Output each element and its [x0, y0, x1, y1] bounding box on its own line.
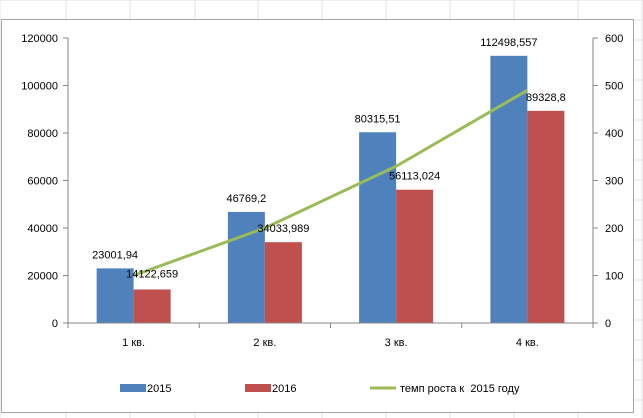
data-label: 56113,024: [389, 171, 440, 183]
axes: 0 20000 40000 60000 80000 100000 120000 0 100 200…: [21, 33, 623, 349]
y2-tick-label: 400: [605, 128, 623, 140]
x-tick-label: 4 кв.: [516, 337, 539, 349]
y2-tick-label: 200: [605, 223, 623, 235]
legend-swatch: [120, 384, 146, 392]
y-tick-label: 0: [52, 318, 58, 330]
y-tick-label: 60000: [27, 176, 58, 188]
y2-tick-label: 600: [605, 33, 623, 45]
x-tick-label: 3 кв.: [385, 337, 408, 349]
y-tick-label: 40000: [27, 223, 58, 235]
data-label: 80315,51: [355, 113, 401, 125]
data-label: 14122,659: [126, 268, 178, 280]
data-label: 46769,2: [226, 193, 266, 205]
y-tick-label: 120000: [21, 33, 58, 45]
legend-label: темп роста к 2015 году: [400, 383, 520, 395]
bar-2016-1: [133, 289, 171, 323]
y2-tick-label: 0: [605, 318, 611, 330]
legend-swatch: [245, 384, 271, 392]
bar-2015-4: [490, 55, 528, 324]
data-label: 34033,989: [257, 223, 309, 235]
bar-2016-4: [527, 110, 565, 323]
bar-2016-3: [396, 189, 434, 323]
x-tick-label: 2 кв.: [253, 337, 276, 349]
bar-2015-1: [96, 268, 134, 323]
y2-tick-label: 500: [605, 81, 623, 93]
x-tick-label: 1 кв.: [122, 337, 145, 349]
growth-line: [133, 88, 529, 277]
data-label: 23001,94: [92, 249, 138, 261]
y-tick-label: 80000: [27, 128, 58, 140]
bar-2015-3: [359, 132, 397, 323]
legend: 2015 2016 темп роста к 2015 году: [120, 383, 520, 395]
y-tick-label: 100000: [21, 81, 58, 93]
y-tick-label: 20000: [27, 271, 58, 283]
y2-tick-label: 300: [605, 176, 623, 188]
y2-tick-label: 100: [605, 271, 623, 283]
legend-label: 2015: [147, 383, 171, 395]
legend-label: 2016: [272, 383, 296, 395]
bars: [96, 55, 565, 324]
bar-2016-2: [264, 242, 302, 323]
data-labels: 23001,94 14122,659 46769,2 34033,989 80315,5…: [92, 37, 566, 281]
data-label: 112498,557: [480, 37, 537, 49]
data-label: 89328,8: [526, 92, 566, 104]
growth-line-path: [133, 88, 529, 277]
